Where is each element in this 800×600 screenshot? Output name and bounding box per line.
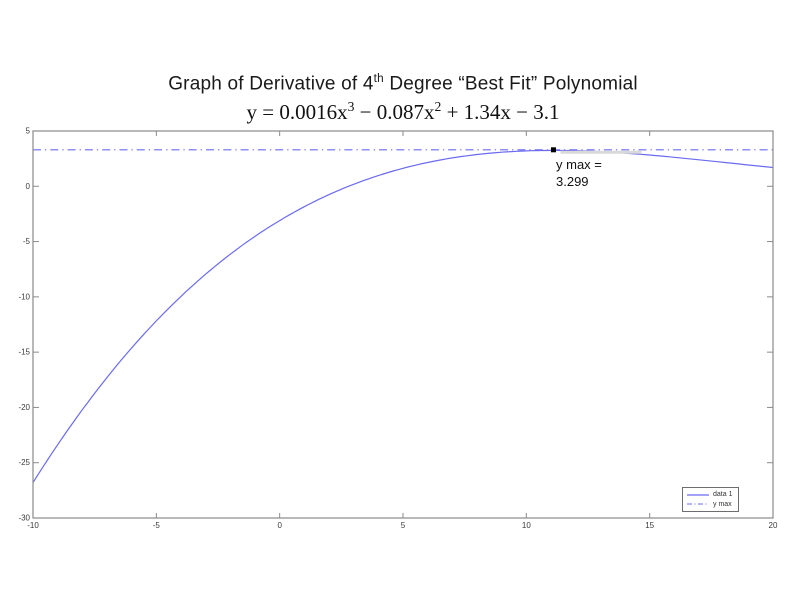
x-tick-label: -5 (153, 521, 161, 530)
x-tick-label: 0 (277, 521, 282, 530)
chart-title: Graph of Derivative of 4th Degree “Best … (0, 72, 800, 95)
y-tick-label: -15 (18, 348, 30, 357)
y-tick-label: 5 (26, 127, 31, 136)
chart-title-superscript: th (373, 72, 384, 85)
y-tick-label: -10 (18, 292, 30, 301)
x-tick-label: 10 (522, 521, 531, 530)
y-tick-label: -30 (18, 514, 30, 523)
data1-curve (32, 149, 774, 483)
x-tick-label: 5 (401, 521, 406, 530)
legend-label-ymax: y max (713, 500, 732, 508)
equation-term: − 0.087x (354, 100, 435, 124)
plot-frame (32, 130, 774, 519)
legend-label-data1: data 1 (713, 491, 733, 499)
equation-exponent: 2 (434, 99, 442, 114)
chart-title-text: Graph of Derivative of 4 (168, 73, 374, 95)
equation-exponent: 3 (347, 99, 355, 114)
legend: data 1 y max (682, 487, 739, 512)
max-point-marker (550, 147, 556, 153)
equation: y = 0.0016x3 − 0.087x2 + 1.34x − 3.1 (0, 99, 800, 125)
x-tick-label: 20 (769, 521, 778, 530)
equation-term: + 1.34x − 3.1 (441, 100, 560, 124)
ymax-annotation-line2: 3.299 (556, 174, 589, 189)
dashdot-line-sample-icon (687, 503, 709, 505)
legend-item-ymax: y max (686, 501, 736, 508)
ymax-annotation-line1: y max = (556, 157, 602, 172)
chart-title-suffix: Degree “Best Fit” Polynomial (383, 73, 638, 95)
solid-line-sample-icon (687, 494, 709, 496)
x-tick-label: -10 (27, 521, 39, 530)
y-tick-label: -25 (18, 458, 30, 467)
legend-item-data1: data 1 (686, 491, 736, 498)
equation-term: y = 0.0016x (246, 100, 348, 124)
y-tick-label: -5 (23, 237, 31, 246)
x-tick-label: 15 (645, 521, 654, 530)
y-tick-label: 0 (26, 182, 31, 191)
y-tick-label: -20 (18, 403, 30, 412)
ymax-annotation: y max = 3.299 (556, 156, 602, 190)
